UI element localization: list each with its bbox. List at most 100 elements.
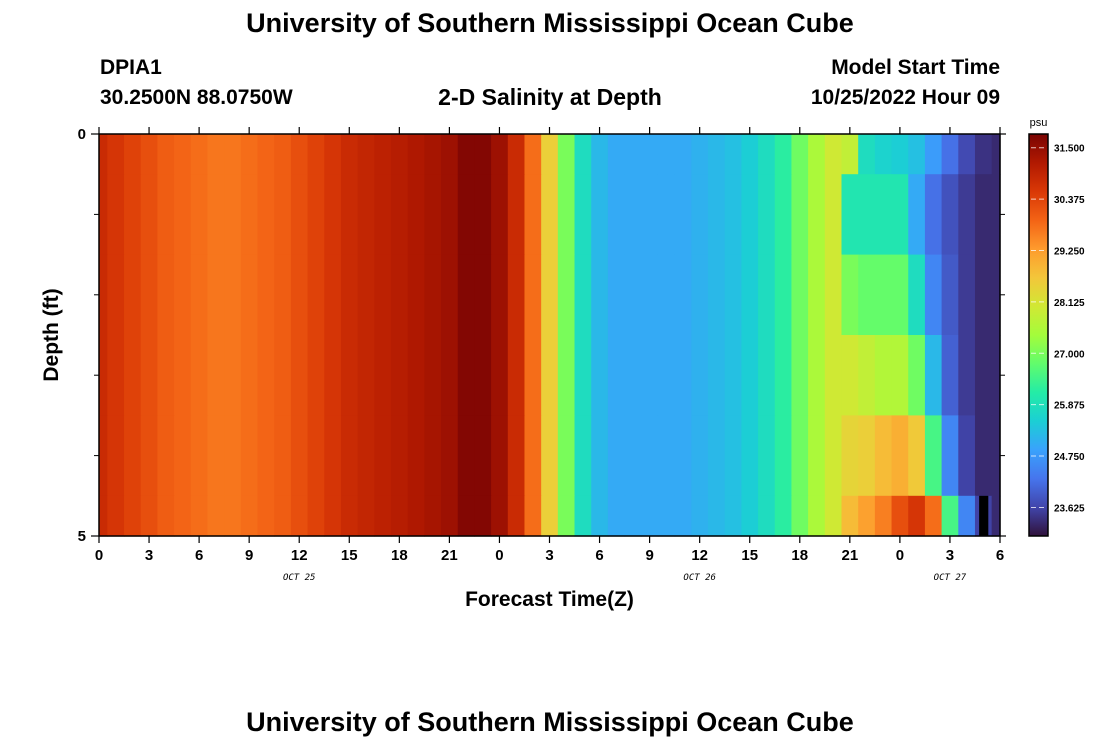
heatmap-cell <box>824 335 843 416</box>
heatmap-cell <box>858 174 876 256</box>
heatmap-cell <box>390 134 409 175</box>
heatmap-cell <box>841 174 859 256</box>
heatmap-cell <box>741 174 759 256</box>
heatmap-cell <box>107 495 125 537</box>
y-axis-label: Depth (ft) <box>40 288 63 381</box>
heatmap-cell <box>724 495 742 537</box>
heatmap-cell <box>124 415 142 497</box>
heatmap-cells <box>99 134 1001 537</box>
x-tick-label: 15 <box>741 547 758 564</box>
heatmap-cell <box>457 415 476 497</box>
heatmap-cell <box>624 335 642 416</box>
heatmap-cell <box>758 254 776 336</box>
heatmap-cell <box>657 495 676 537</box>
heatmap-cell <box>791 335 809 416</box>
heatmap-cell <box>691 254 709 336</box>
heatmap-cell <box>791 254 809 336</box>
heatmap-cell <box>607 335 626 416</box>
heatmap-cell <box>307 134 325 175</box>
heatmap-cell <box>891 335 909 416</box>
heatmap-cell <box>924 174 943 256</box>
heatmap-cell <box>824 495 843 537</box>
station-id: DPIA1 <box>100 56 162 79</box>
heatmap-cell <box>174 134 192 175</box>
heatmap-cell <box>240 174 259 256</box>
heatmap-cell <box>357 495 375 537</box>
heatmap-cell <box>441 415 459 497</box>
heatmap-cell <box>340 174 359 256</box>
heatmap-cell <box>791 495 809 537</box>
heatmap-cell <box>124 134 142 175</box>
heatmap-cell <box>607 134 626 175</box>
heatmap-cell <box>324 335 342 416</box>
heatmap-cell <box>624 134 642 175</box>
heatmap-cell <box>674 495 692 537</box>
heatmap-cell <box>541 495 559 537</box>
heatmap-cell <box>524 254 542 336</box>
colorbar-scale <box>1028 133 1049 537</box>
heatmap-cell <box>774 335 793 416</box>
heatmap-cell <box>324 415 342 497</box>
heatmap-cell <box>841 335 859 416</box>
x-tick-label: 3 <box>545 547 553 564</box>
x-tick-label: 21 <box>441 547 458 564</box>
heatmap-cell <box>941 335 959 416</box>
heatmap-cell <box>891 134 909 175</box>
heatmap-cell <box>190 415 209 497</box>
heatmap-cell <box>140 174 158 256</box>
heatmap-cell <box>174 415 192 497</box>
heatmap-cell <box>374 134 392 175</box>
heatmap-cell <box>774 254 793 336</box>
heatmap-cell <box>574 495 592 537</box>
heatmap-cell <box>908 254 926 336</box>
heatmap-cell <box>274 415 292 497</box>
heatmap-cell <box>240 134 259 175</box>
heatmap-cell <box>691 134 709 175</box>
heatmap-cell <box>407 495 425 537</box>
heatmap-cell <box>274 254 292 336</box>
heatmap-cell <box>174 495 192 537</box>
heatmap-cell <box>808 415 826 497</box>
heatmap-cell <box>858 134 876 175</box>
heatmap-cell <box>724 335 742 416</box>
heatmap-cell <box>441 254 459 336</box>
heatmap-cell <box>591 495 609 537</box>
heatmap-cell <box>357 415 375 497</box>
heatmap-cell <box>441 174 459 256</box>
heatmap-cell <box>124 335 142 416</box>
heatmap-cell <box>908 134 926 175</box>
x-tick-label: 6 <box>996 547 1004 564</box>
heatmap-missing-cell <box>979 495 989 536</box>
heatmap-cell <box>791 174 809 256</box>
heatmap-cell <box>991 134 1001 175</box>
heatmap-cell <box>774 495 793 537</box>
heatmap-cell <box>557 415 576 497</box>
heatmap-cell <box>574 174 592 256</box>
footer-title: University of Southern Mississippi Ocean… <box>246 707 854 737</box>
heatmap-cell <box>557 335 576 416</box>
heatmap-cell <box>741 134 759 175</box>
heatmap-cell <box>274 174 292 256</box>
heatmap-cell <box>290 254 309 336</box>
heatmap-cell <box>140 495 158 537</box>
heatmap-cell <box>541 415 559 497</box>
heatmap-cell <box>99 134 108 175</box>
heatmap-cell <box>758 174 776 256</box>
heatmap-cell <box>374 495 392 537</box>
heatmap-cell <box>240 415 259 497</box>
heatmap-cell <box>140 134 158 175</box>
heatmap-cell <box>574 134 592 175</box>
heatmap-cell <box>257 335 275 416</box>
heatmap-cell <box>591 174 609 256</box>
heatmap-cell <box>374 174 392 256</box>
heatmap-cell <box>107 134 125 175</box>
heatmap-cell <box>140 415 158 497</box>
heatmap-cell <box>641 335 659 416</box>
heatmap-cell <box>224 415 242 497</box>
heatmap-cell <box>491 335 509 416</box>
heatmap-cell <box>157 134 175 175</box>
heatmap-cell <box>974 415 993 497</box>
heatmap-cell <box>941 174 959 256</box>
date-label: OCT 25 <box>283 573 316 583</box>
colorbar-tick-label: 27.000 <box>1054 349 1085 360</box>
